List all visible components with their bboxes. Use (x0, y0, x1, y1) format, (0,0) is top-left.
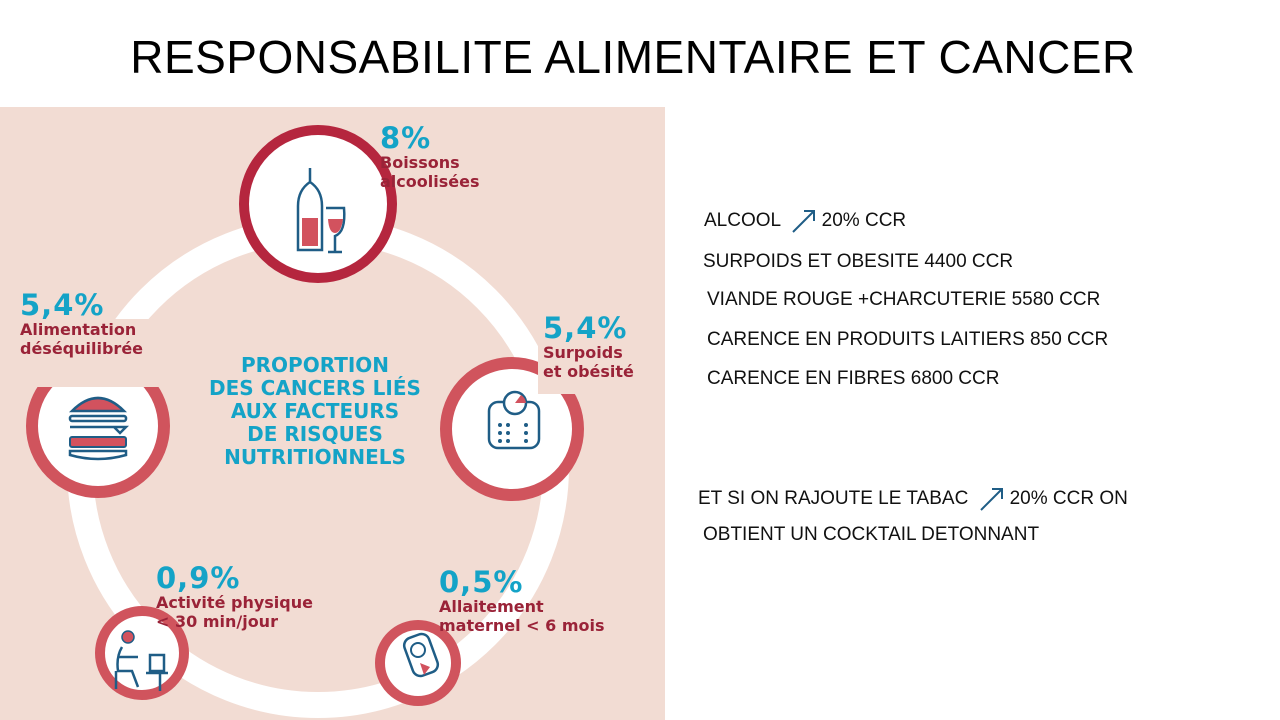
stat-unbalanced-diet: 5,4% Alimentation déséquilibrée (20, 290, 143, 358)
red-meat-line: VIANDE ROUGE +CHARCUTERIE 5580 CCR (707, 289, 1101, 310)
stat-label-line1: Surpoids (543, 343, 623, 362)
stat-pct: 5,4% (543, 311, 628, 345)
wine-bottle-glass-icon (239, 125, 397, 283)
alcohol-value: 20% CCR (821, 210, 907, 232)
stat-pct: 5,4% (20, 288, 105, 322)
stat-pct: 0,5% (439, 565, 524, 599)
center-line: PROPORTION (240, 353, 390, 377)
obesity-line: SURPOIDS ET OBESITE 4400 CCR (703, 251, 1014, 272)
slide-title: RESPONSABILITE ALIMENTAIRE ET CANCER (130, 31, 1136, 83)
center-line: AUX FACTEURS (230, 399, 400, 423)
stat-label-line1: Activité physique (156, 593, 313, 612)
alcohol-label: ALCOOL (704, 210, 781, 232)
stat-pct: 0,9% (156, 561, 241, 595)
tobacco-value: 20% CCR ON (1009, 488, 1128, 510)
stat-label-line2: alcoolisées (380, 172, 480, 191)
stat-label-line2: maternel < 6 mois (439, 616, 605, 635)
person-computer-icon (95, 606, 189, 700)
stat-alcohol: 8% Boissons alcoolisées (380, 123, 479, 191)
center-line: DE RISQUES (247, 422, 383, 446)
infographic-graphics (15, 125, 648, 718)
stat-label-line2: déséquilibrée (20, 339, 144, 358)
dairy-line: CARENCE EN PRODUITS LAITIERS 850 CCR (707, 329, 1109, 350)
stat-physical-activity: 0,9% Activité physique < 30 min/jour (156, 563, 313, 631)
arrow-up-right-icon (791, 210, 815, 233)
stat-pct: 8% (380, 121, 432, 155)
fibre-line: CARENCE EN FIBRES 6800 CCR (707, 368, 1000, 389)
burger-icon (15, 319, 170, 498)
scale-icon (440, 342, 648, 501)
tobacco-line: ET SI ON RAJOUTE LE TABAC 20% CCR ON (698, 485, 1128, 513)
center-line: DES CANCERS LIÉS (209, 376, 421, 400)
stat-label-line2: et obésité (543, 362, 634, 381)
arrow-up-right-icon (979, 488, 1003, 511)
stat-label-line1: Allaitement (439, 597, 544, 616)
infographic-panel: 8% Boissons alcoolisées 5,4% Surpoids et… (0, 107, 665, 720)
stat-overweight: 5,4% Surpoids et obésité (543, 313, 634, 381)
infographic-center-title: PROPORTION DES CANCERS LIÉS AUX FACTEURS… (190, 354, 440, 469)
stat-label-line1: Alimentation (20, 320, 137, 339)
alcohol-line: ALCOOL 20% CCR (704, 207, 906, 235)
stat-label-line2: < 30 min/jour (156, 612, 278, 631)
cocktail-line: OBTIENT UN COCKTAIL DETONNANT (703, 524, 1040, 545)
stat-breastfeeding: 0,5% Allaitement maternel < 6 mois (439, 567, 605, 635)
baby-icon (375, 620, 461, 706)
stat-label-line1: Boissons (380, 153, 460, 172)
tobacco-label: ET SI ON RAJOUTE LE TABAC (698, 488, 969, 510)
center-line: NUTRITIONNELS (224, 445, 406, 469)
